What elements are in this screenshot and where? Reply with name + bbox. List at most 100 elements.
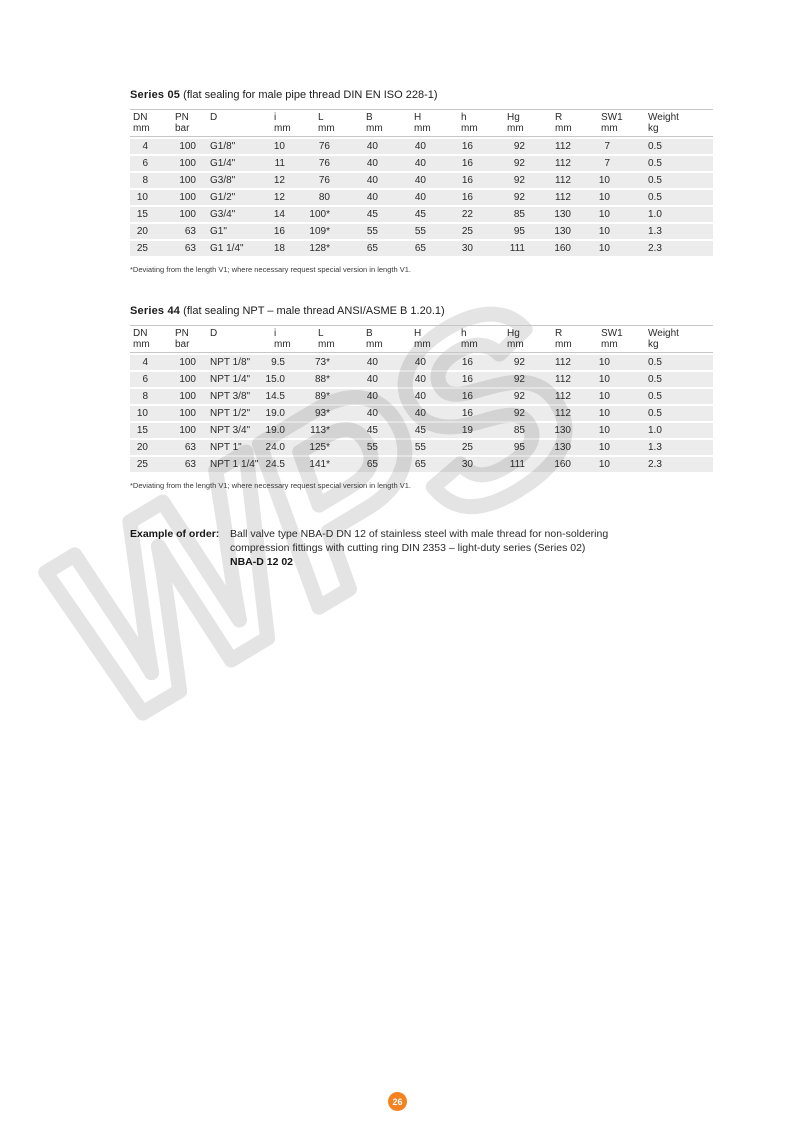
column-header: SW1 mm <box>577 325 623 353</box>
table-cell: 73* <box>295 355 340 370</box>
table-cell: G3/4" <box>206 207 250 222</box>
order-example-text: Ball valve type NBA-D DN 12 of stainless… <box>230 527 713 569</box>
table-row: 4 100 NPT 1/8" 9.5 73* 40 40 16 92 112 10 0.5 <box>130 355 713 370</box>
table-cell: 4 <box>130 139 172 154</box>
table-cell: 100 <box>172 389 206 404</box>
table-cell: 10 <box>577 406 623 421</box>
table-cell: 24.5 <box>250 457 295 472</box>
table-cell: G3/8" <box>206 173 250 188</box>
table-cell: 63 <box>172 440 206 455</box>
table-row: 20 63 G1" 16 109* 55 55 25 95 130 10 1.3 <box>130 224 713 239</box>
table-cell: 76 <box>295 156 340 171</box>
series-title: Series 44 (flat sealing NPT – male threa… <box>130 305 713 318</box>
table-cell: 12 <box>250 190 295 205</box>
table-cell: 0.5 <box>623 190 713 205</box>
table-cell: 40 <box>388 355 436 370</box>
table-cell: 65 <box>388 457 436 472</box>
table-cell: 10 <box>577 241 623 256</box>
table-cell: 16 <box>436 372 483 387</box>
table-cell: 16 <box>436 389 483 404</box>
table-row: 15 100 G3/4" 14 100* 45 45 22 85 130 10 1.0 <box>130 207 713 222</box>
table-cell: 15.0 <box>250 372 295 387</box>
table-cell: 18 <box>250 241 295 256</box>
table-cell: 65 <box>388 241 436 256</box>
table-cell: 111 <box>483 241 531 256</box>
table-cell: 16 <box>436 190 483 205</box>
table-cell: 10 <box>577 355 623 370</box>
table-cell: NPT 1/8" <box>206 355 250 370</box>
order-code: NBA-D 12 02 <box>230 556 294 568</box>
table-cell: 112 <box>531 139 577 154</box>
table-cell: 10 <box>577 173 623 188</box>
table-cell: NPT 1/2" <box>206 406 250 421</box>
table-row: 25 63 G1 1/4" 18 128* 65 65 30 111 160 10 2.3 <box>130 241 713 256</box>
table-cell: 45 <box>340 423 388 438</box>
table-cell: 40 <box>388 173 436 188</box>
table-cell: 16 <box>436 139 483 154</box>
table-cell: 19 <box>436 423 483 438</box>
table-cell: 30 <box>436 241 483 256</box>
series-44-section: Series 44 (flat sealing NPT – male threa… <box>130 305 713 490</box>
table-cell: 25 <box>436 224 483 239</box>
table-cell: 16 <box>436 406 483 421</box>
table-cell: 63 <box>172 224 206 239</box>
table-cell: NPT 1 1/4" <box>206 457 258 472</box>
table-cell: 24.0 <box>250 440 295 455</box>
table-cell: 92 <box>483 406 531 421</box>
table-cell: 40 <box>340 156 388 171</box>
column-header: PN bar <box>172 109 206 137</box>
table-cell: 113* <box>295 423 340 438</box>
table-cell: 128* <box>295 241 340 256</box>
table-row: 20 63 NPT 1" 24.0 125* 55 55 25 95 130 10 1.3 <box>130 440 713 455</box>
table-cell: 19.0 <box>250 423 295 438</box>
table-cell: 25 <box>130 457 172 472</box>
table-cell: 0.5 <box>623 156 713 171</box>
table-cell: 25 <box>130 241 172 256</box>
table-cell: 100 <box>172 372 206 387</box>
table-cell: 55 <box>388 224 436 239</box>
table-cell: 19.0 <box>250 406 295 421</box>
table-cell: 2.3 <box>623 457 713 472</box>
table-cell: 100 <box>172 207 206 222</box>
table-cell: 92 <box>483 372 531 387</box>
table-cell: 109* <box>295 224 340 239</box>
table-cell: 100* <box>295 207 340 222</box>
table-cell: 25 <box>436 440 483 455</box>
column-header: DN mm <box>130 109 172 137</box>
column-header: Weight kg <box>623 109 713 137</box>
table-cell: 130 <box>531 207 577 222</box>
table-cell: G1 1/4" <box>206 241 250 256</box>
table-cell: 92 <box>483 173 531 188</box>
column-header: PN bar <box>172 325 206 353</box>
table-cell: 63 <box>172 241 206 256</box>
table-cell: 40 <box>340 139 388 154</box>
table-row: 15 100 NPT 3/4" 19.0 113* 45 45 19 85 130 10 1.0 <box>130 423 713 438</box>
table-cell: 7 <box>577 139 623 154</box>
table-cell: 8 <box>130 389 172 404</box>
order-example: Example of order: Ball valve type NBA-D … <box>130 527 713 569</box>
table-cell: 65 <box>340 457 388 472</box>
series-title: Series 05 (flat sealing for male pipe th… <box>130 89 713 102</box>
table-row: 25 63 NPT 1 1/4" 24.5 141* 65 65 30 111 160 10 2.3 <box>130 457 713 472</box>
table-cell: 100 <box>172 406 206 421</box>
column-header: DN mm <box>130 325 172 353</box>
order-example-line-2: compression fittings with cutting ring D… <box>230 542 586 554</box>
table-cell: 0.5 <box>623 389 713 404</box>
table-row: 8 100 NPT 3/8" 14.5 89* 40 40 16 92 112 10 0.5 <box>130 389 713 404</box>
table-cell: 92 <box>483 355 531 370</box>
table-cell: 0.5 <box>623 173 713 188</box>
table-cell: 100 <box>172 190 206 205</box>
table-cell: 55 <box>388 440 436 455</box>
table-cell: 12 <box>250 173 295 188</box>
table-cell: 55 <box>340 224 388 239</box>
table-cell: 40 <box>340 389 388 404</box>
table-cell: 65 <box>340 241 388 256</box>
